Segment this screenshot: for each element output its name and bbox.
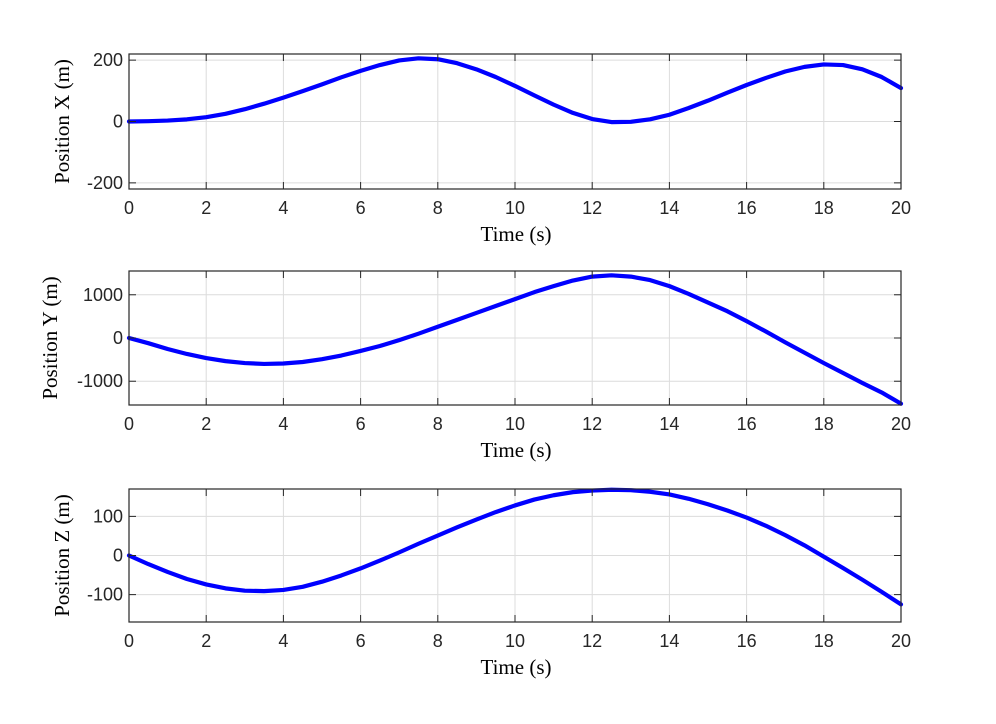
x-tick-label: 2 <box>201 414 211 434</box>
x-tick-label: 14 <box>659 414 679 434</box>
y-tick-label: 200 <box>93 50 123 70</box>
y-tick-label: 0 <box>113 328 123 348</box>
x-tick-label: 6 <box>356 198 366 218</box>
y-tick-label: -1000 <box>77 371 123 391</box>
series-line-z <box>126 487 904 607</box>
x-tick-label: 8 <box>433 414 443 434</box>
x-tick-label: 0 <box>124 414 134 434</box>
x-tick-label: 20 <box>891 631 911 651</box>
x-tick-label: 2 <box>201 631 211 651</box>
x-tick-label: 8 <box>433 631 443 651</box>
x-tick-label: 14 <box>659 631 679 651</box>
x-tick-label: 16 <box>737 414 757 434</box>
subplot-z: 0 2 4 6 8 10 12 14 16 18 20 -100 0 100 Time (s) Positio… <box>50 487 911 679</box>
x-tick-label: 12 <box>582 631 602 651</box>
x-tick-label: 18 <box>814 198 834 218</box>
x-tick-label: 10 <box>505 198 525 218</box>
x-tick-label: 10 <box>505 414 525 434</box>
x-tick-label: 10 <box>505 631 525 651</box>
series-line-y <box>126 273 904 406</box>
x-tick-label: 4 <box>278 414 288 434</box>
x-tick-label: 16 <box>737 198 757 218</box>
y-axis-title-y: Position Y (m) <box>38 276 62 399</box>
y-axis-title-z: Position Z (m) <box>50 494 74 617</box>
x-tick-label: 20 <box>891 414 911 434</box>
x-tick-label: 4 <box>278 631 288 651</box>
x-tick-label: 18 <box>814 631 834 651</box>
x-tick-label: 0 <box>124 198 134 218</box>
y-tick-label: 1000 <box>83 285 123 305</box>
x-tick-label: 6 <box>356 414 366 434</box>
x-tick-label: 2 <box>201 198 211 218</box>
x-tick-label: 6 <box>356 631 366 651</box>
x-tick-label: 16 <box>737 631 757 651</box>
subplot-y: 0 2 4 6 8 10 12 14 16 18 20 -1000 0 1000 Time (s) Posit… <box>38 270 911 462</box>
x-tick-label: 18 <box>814 414 834 434</box>
x-tick-label: 12 <box>582 414 602 434</box>
y-tick-label: 0 <box>113 112 123 132</box>
x-tick-label: 20 <box>891 198 911 218</box>
x-tick-label: 8 <box>433 198 443 218</box>
x-tick-label: 4 <box>278 198 288 218</box>
y-axis-title-x: Position X (m) <box>50 59 74 184</box>
x-axis-title-y: Time (s) <box>481 438 552 462</box>
x-tick-label: 14 <box>659 198 679 218</box>
y-tick-label: 0 <box>113 546 123 566</box>
x-tick-label: 0 <box>124 631 134 651</box>
x-tick-label: 12 <box>582 198 602 218</box>
x-axis-title-z: Time (s) <box>481 655 552 679</box>
x-axis-title-x: Time (s) <box>481 222 552 246</box>
y-tick-label: -100 <box>87 585 123 605</box>
series-line-x <box>126 56 904 125</box>
y-tick-label: 100 <box>93 506 123 526</box>
y-tick-label: -200 <box>87 173 123 193</box>
